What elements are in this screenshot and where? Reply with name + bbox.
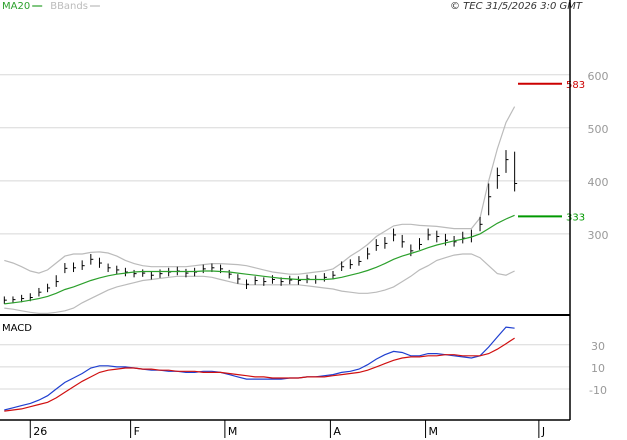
bollinger-band: [4, 253, 515, 314]
copyright: © TEC 31/5/2026 3:0 GMT: [450, 1, 583, 12]
x-tick-label: J: [541, 425, 545, 438]
legend-label: MA20: [2, 1, 30, 12]
macd-line: [4, 337, 515, 412]
level-label: 583: [566, 80, 585, 91]
y-tick-label: 400: [588, 176, 609, 189]
y-tick-label: 10: [591, 362, 605, 375]
level-label: 333: [566, 212, 585, 223]
x-tick-label: A: [333, 425, 341, 438]
bollinger-band: [4, 106, 516, 275]
y-tick-label: -10: [589, 384, 607, 397]
y-tick-label: 500: [588, 123, 609, 136]
ma20-line: [4, 214, 515, 305]
x-tick-label: M: [429, 425, 439, 438]
x-tick-label: 26: [33, 425, 47, 438]
y-tick-label: 30: [591, 340, 605, 353]
macd-line: [4, 326, 515, 411]
y-tick-label: 300: [588, 229, 609, 242]
plot-area: [0, 0, 570, 420]
x-tick-label: F: [134, 425, 140, 438]
x-tick-label: M: [228, 425, 238, 438]
macd-title: MACD: [2, 323, 32, 334]
legend-label: BBands: [50, 1, 88, 12]
y-tick-label: 600: [588, 70, 609, 83]
